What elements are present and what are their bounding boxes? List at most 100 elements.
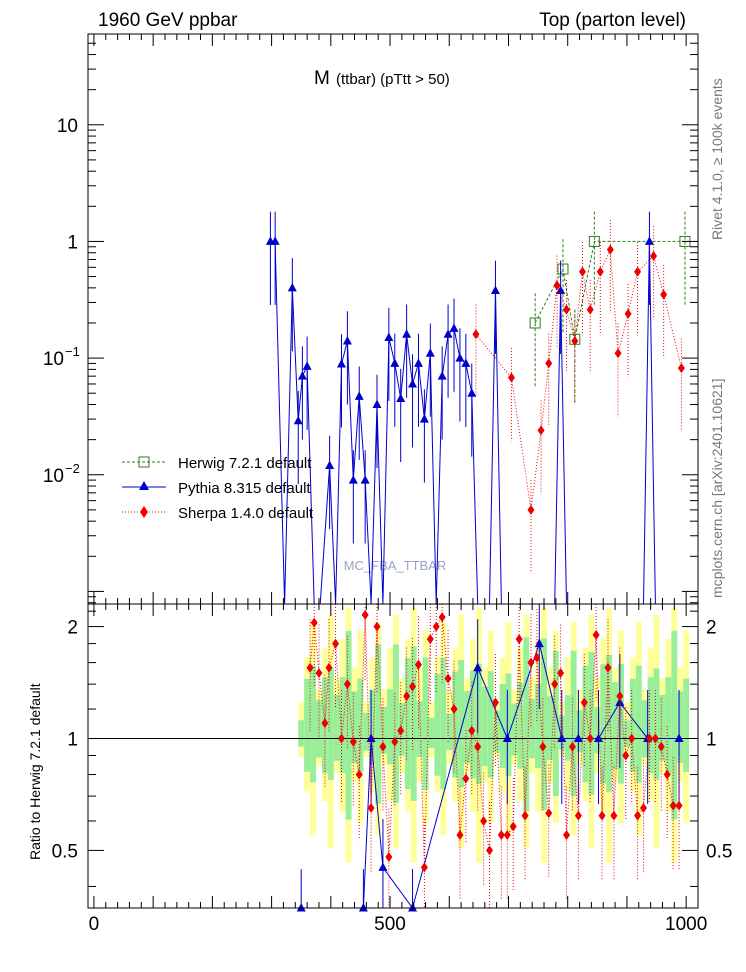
band-green <box>683 678 690 772</box>
data-point <box>342 336 352 345</box>
data-point <box>527 504 535 515</box>
band-green <box>393 644 399 803</box>
ratio-point <box>568 741 576 752</box>
ratio-point <box>657 741 665 752</box>
legend-label-herwig: Herwig 7.2.1 default <box>178 455 312 472</box>
ratio-series-sherpa <box>306 604 683 908</box>
ratio-point <box>349 736 357 747</box>
y-tick-label: 10 <box>57 116 78 137</box>
ratio-point <box>574 810 582 821</box>
ratio-point <box>491 697 499 708</box>
ratio-point <box>367 803 375 814</box>
ratio-panel-data <box>88 604 698 912</box>
band-green <box>546 696 553 761</box>
ratio-point <box>321 718 329 729</box>
x-tick-label: 0 <box>89 914 100 935</box>
legend-entry-sherpa: Sherpa 1.4.0 default <box>122 505 314 522</box>
x-tick-label: 1000 <box>665 914 707 935</box>
data-point <box>348 475 358 484</box>
band-green <box>629 678 636 772</box>
band-green <box>440 657 447 790</box>
ratio-point <box>332 638 340 649</box>
data-point <box>372 399 382 409</box>
data-point <box>537 425 545 436</box>
legend-entry-pythia: Pythia 8.315 default <box>122 480 311 497</box>
legend-marker-sherpa <box>140 506 148 518</box>
data-point <box>443 329 453 338</box>
band-green <box>612 682 619 770</box>
series-line <box>270 240 679 605</box>
ratio-point <box>420 862 428 873</box>
data-point <box>402 329 412 338</box>
ratio-point <box>358 903 368 912</box>
data-point <box>408 378 418 388</box>
data-point <box>556 285 566 294</box>
ratio-point <box>669 800 677 811</box>
band-green <box>333 694 340 761</box>
band-green <box>357 678 364 772</box>
ratio-point <box>409 681 417 692</box>
band-green <box>677 691 684 764</box>
ratio-ylabel: Ratio to Herwig 7.2.1 default <box>27 683 43 860</box>
ratio-point <box>645 733 653 744</box>
series-pythia <box>265 211 679 605</box>
data-point <box>384 332 394 342</box>
y-tick-exponent: −1 <box>65 344 80 359</box>
data-point <box>293 415 303 425</box>
ratio-point <box>557 733 567 742</box>
data-point <box>677 363 685 374</box>
band-green <box>564 695 571 761</box>
ratio-point <box>486 845 494 856</box>
ratio-point <box>391 736 399 747</box>
data-point <box>455 353 465 362</box>
ratio-point <box>385 852 393 862</box>
ratio-point <box>604 662 612 673</box>
ratio-point <box>456 830 464 841</box>
band-green <box>623 720 630 747</box>
ratio-y-tick-label-right: 0.5 <box>706 841 732 862</box>
band-green <box>659 694 666 761</box>
band-green <box>404 658 411 790</box>
ratio-point <box>306 662 314 673</box>
header-right: Top (parton level) <box>539 10 686 31</box>
data-point <box>557 263 569 275</box>
ratio-point <box>521 810 529 821</box>
band-green <box>469 670 476 779</box>
ratio-point <box>450 704 458 715</box>
data-point <box>634 266 642 277</box>
x-tick-label: 500 <box>374 914 406 935</box>
data-point <box>650 251 658 262</box>
series-sherpa <box>472 219 685 574</box>
data-point <box>563 304 571 315</box>
ratio-point <box>640 803 648 814</box>
ratio-point <box>628 733 636 744</box>
band-green <box>505 673 512 776</box>
data-point <box>325 460 335 470</box>
band-green <box>600 664 607 784</box>
band-green <box>327 668 334 780</box>
ratio-point <box>503 830 511 841</box>
ratio-point <box>515 634 523 645</box>
data-point <box>644 236 654 245</box>
band-green <box>452 671 459 778</box>
data-point <box>437 371 447 380</box>
band-green <box>381 706 388 754</box>
band-green <box>475 663 482 785</box>
ratio-point <box>551 679 559 690</box>
data-point <box>507 372 515 383</box>
band-green <box>387 689 393 765</box>
band-green <box>535 683 542 769</box>
ratio-point <box>539 741 547 752</box>
legend-label-sherpa: Sherpa 1.4.0 default <box>178 505 314 522</box>
ratio-point <box>397 725 405 736</box>
band-green <box>304 678 311 772</box>
ratio-point <box>337 733 345 744</box>
data-point <box>270 236 280 245</box>
ratio-point <box>557 668 565 679</box>
ratio-point <box>432 621 440 632</box>
band-green <box>653 668 660 780</box>
ratio-point <box>634 810 642 821</box>
ratio-point <box>473 662 483 672</box>
ratio-point <box>480 815 488 826</box>
